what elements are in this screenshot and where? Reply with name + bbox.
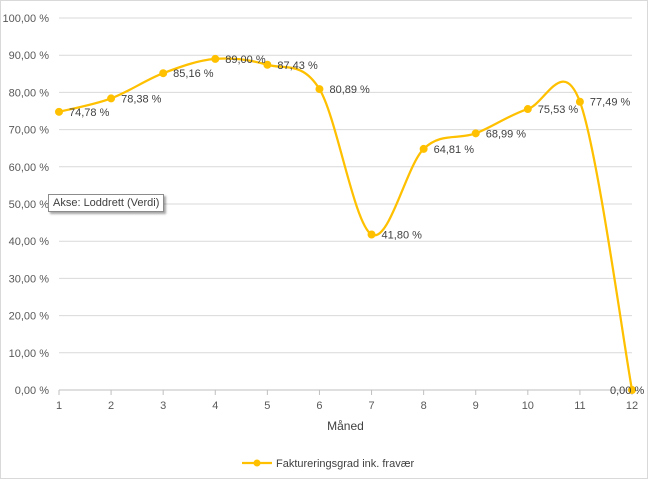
data-label: 75,53 % bbox=[538, 104, 579, 116]
x-tick-label: 1 bbox=[56, 400, 62, 412]
x-tick-label: 2 bbox=[108, 400, 114, 412]
data-label: 77,49 % bbox=[590, 97, 631, 109]
data-label: 78,38 % bbox=[121, 93, 162, 105]
y-axis-tick-labels[interactable]: 0,00 % 10,00 % 20,00 % 30,00 % 40,00 % 50,00 … bbox=[3, 13, 50, 397]
y-tick-label: 90,00 % bbox=[9, 50, 50, 62]
data-point[interactable] bbox=[159, 69, 168, 78]
data-label: 68,99 % bbox=[486, 128, 527, 140]
x-tick-label: 6 bbox=[316, 400, 322, 412]
x-axis-title: Måned bbox=[327, 419, 364, 433]
y-tick-label: 70,00 % bbox=[9, 125, 50, 137]
data-point[interactable] bbox=[575, 97, 584, 106]
y-tick-label: 20,00 % bbox=[9, 311, 50, 323]
data-point[interactable] bbox=[471, 129, 480, 138]
legend-entry-label: Faktureringsgrad ink. fravær bbox=[276, 458, 414, 470]
data-labels: 74,78 % 78,38 % 85,16 % 89,00 % 87,43 % 80,89… bbox=[69, 54, 644, 397]
gridlines bbox=[59, 17, 632, 354]
x-tick-label: 10 bbox=[522, 400, 534, 412]
x-tick-label: 9 bbox=[473, 400, 479, 412]
y-tick-label: 30,00 % bbox=[9, 273, 50, 285]
y-tick-label: 60,00 % bbox=[9, 162, 50, 174]
data-label: 87,43 % bbox=[277, 60, 318, 72]
data-label: 0,00 % bbox=[610, 385, 644, 397]
legend[interactable]: Faktureringsgrad ink. fravær bbox=[242, 458, 414, 470]
data-point[interactable] bbox=[628, 386, 636, 394]
y-tick-label: 100,00 % bbox=[3, 13, 50, 25]
x-axis[interactable] bbox=[58, 389, 633, 395]
data-label: 41,80 % bbox=[382, 230, 423, 242]
data-point[interactable] bbox=[523, 105, 532, 114]
x-tick-label: 7 bbox=[368, 400, 374, 412]
y-tick-label: 10,00 % bbox=[9, 348, 50, 360]
x-tick-label: 12 bbox=[626, 400, 638, 412]
y-tick-label: 80,00 % bbox=[9, 87, 50, 99]
data-label: 74,78 % bbox=[69, 107, 110, 119]
y-tick-label: 50,00 % bbox=[9, 199, 50, 211]
x-tick-label: 4 bbox=[212, 400, 218, 412]
x-tick-label: 5 bbox=[264, 400, 270, 412]
data-point[interactable] bbox=[55, 107, 63, 116]
data-point[interactable] bbox=[263, 60, 272, 69]
data-label: 64,81 % bbox=[434, 144, 475, 156]
x-tick-label: 11 bbox=[574, 400, 585, 412]
legend-marker-swatch bbox=[253, 459, 261, 467]
y-tick-label: 0,00 % bbox=[15, 385, 49, 397]
data-label: 80,89 % bbox=[329, 84, 370, 96]
data-point[interactable] bbox=[315, 85, 324, 94]
data-point[interactable] bbox=[211, 54, 220, 63]
y-tick-label: 40,00 % bbox=[9, 236, 50, 248]
series-markers[interactable] bbox=[55, 54, 636, 394]
x-tick-label: 8 bbox=[421, 400, 427, 412]
data-point[interactable] bbox=[367, 230, 376, 239]
data-point[interactable] bbox=[419, 144, 428, 153]
data-label: 85,16 % bbox=[173, 68, 214, 80]
x-axis-tick-labels: 1 2 3 4 5 6 7 8 9 10 11 12 bbox=[56, 400, 638, 412]
data-label: 89,00 % bbox=[225, 54, 266, 66]
axis-tooltip: Akse: Loddrett (Verdi) bbox=[48, 194, 165, 212]
x-tick-label: 3 bbox=[160, 400, 166, 412]
data-point[interactable] bbox=[107, 94, 116, 103]
